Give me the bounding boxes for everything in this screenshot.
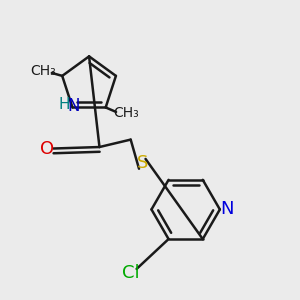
Text: N: N <box>220 200 234 218</box>
Text: H: H <box>58 97 70 112</box>
Text: S: S <box>137 154 148 172</box>
Text: Cl: Cl <box>122 264 140 282</box>
Text: CH₃: CH₃ <box>30 64 56 78</box>
Text: CH₃: CH₃ <box>114 106 139 120</box>
Text: O: O <box>40 140 54 158</box>
Text: N: N <box>68 97 80 115</box>
